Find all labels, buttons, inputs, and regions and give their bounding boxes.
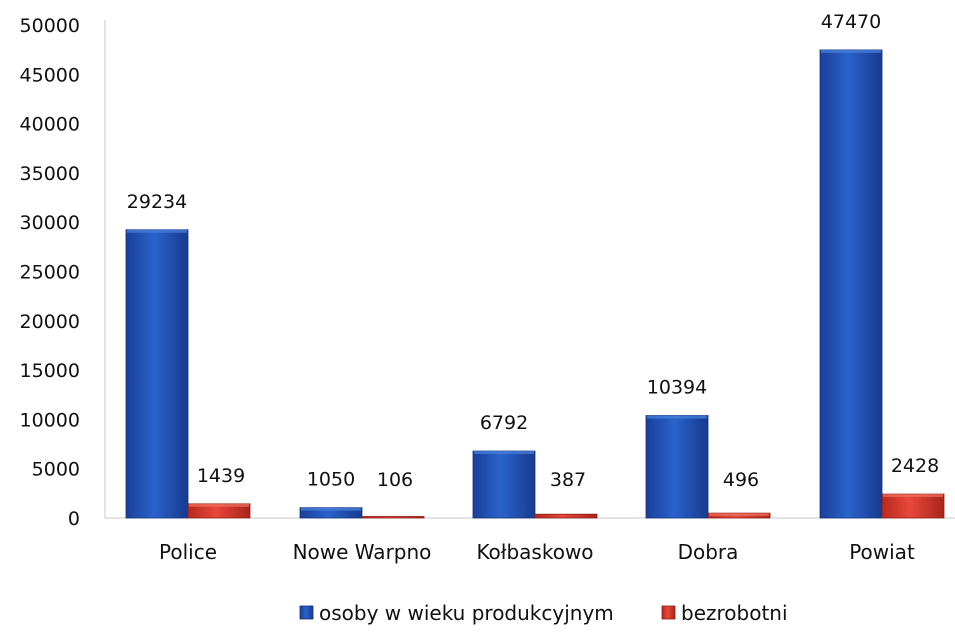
bar-bezrobotni bbox=[881, 493, 945, 519]
y-tick-label: 0 bbox=[68, 508, 80, 530]
bar-osoby-w-wieku-produkcyjnym bbox=[819, 49, 883, 519]
bar-highlight bbox=[709, 513, 769, 517]
y-tick-label: 50000 bbox=[20, 15, 80, 37]
y-tick-label: 35000 bbox=[20, 163, 80, 185]
labels-layer: 29234 1439 1050 106 6792 387 10394 496 47470 2428 bbox=[127, 11, 939, 491]
x-tick-label: Nowe Warpno bbox=[293, 540, 432, 564]
data-label-osoby: 6792 bbox=[480, 412, 528, 434]
data-label-bezrobotni: 387 bbox=[550, 469, 586, 491]
data-label-bezrobotni: 2428 bbox=[891, 455, 939, 477]
bar-osoby-w-wieku-produkcyjnym bbox=[472, 450, 536, 519]
axis-layer: 0 5000 10000 15000 20000 25000 30000 35000 40000… bbox=[20, 15, 955, 564]
y-tick-label: 30000 bbox=[20, 212, 80, 234]
data-label-bezrobotni: 106 bbox=[377, 469, 413, 491]
bar-osoby-w-wieku-produkcyjnym bbox=[645, 415, 709, 519]
bar-highlight bbox=[883, 494, 943, 498]
legend-swatch-bezrobotni bbox=[661, 605, 676, 620]
bar-highlight bbox=[127, 229, 187, 233]
data-label-osoby: 47470 bbox=[821, 11, 881, 33]
legend: osoby w wieku produkcyjnym bezrobotni bbox=[299, 601, 788, 625]
bar-bezrobotni bbox=[361, 516, 425, 519]
data-label-bezrobotni: 1439 bbox=[197, 465, 245, 487]
bar-highlight bbox=[647, 415, 707, 419]
bars-layer bbox=[125, 49, 945, 519]
data-label-bezrobotni: 496 bbox=[723, 469, 759, 491]
bar-highlight bbox=[189, 503, 249, 507]
bar-highlight bbox=[301, 507, 361, 511]
x-tick-label: Powiat bbox=[849, 540, 915, 564]
y-tick-label: 40000 bbox=[20, 114, 80, 136]
y-tick-label: 5000 bbox=[32, 459, 80, 481]
legend-label-osoby: osoby w wieku produkcyjnym bbox=[319, 601, 614, 625]
bar-osoby-w-wieku-produkcyjnym bbox=[125, 229, 189, 519]
x-tick-label: Police bbox=[159, 540, 217, 564]
data-label-osoby: 29234 bbox=[127, 191, 187, 213]
y-tick-label: 45000 bbox=[20, 64, 80, 86]
y-tick-label: 15000 bbox=[20, 360, 80, 382]
legend-label-bezrobotni: bezrobotni bbox=[681, 601, 788, 625]
legend-swatch-osoby bbox=[299, 605, 314, 620]
x-tick-label: Dobra bbox=[678, 540, 739, 564]
y-tick-label: 25000 bbox=[20, 262, 80, 284]
data-label-osoby: 1050 bbox=[307, 469, 355, 491]
data-label-osoby: 10394 bbox=[647, 377, 707, 399]
bar-bezrobotni bbox=[534, 513, 598, 519]
bar-highlight bbox=[821, 49, 881, 53]
y-tick-label: 20000 bbox=[20, 311, 80, 333]
bar-highlight bbox=[474, 451, 534, 455]
x-tick-label: Kołbaskowo bbox=[476, 540, 593, 564]
y-tick-label: 10000 bbox=[20, 409, 80, 431]
